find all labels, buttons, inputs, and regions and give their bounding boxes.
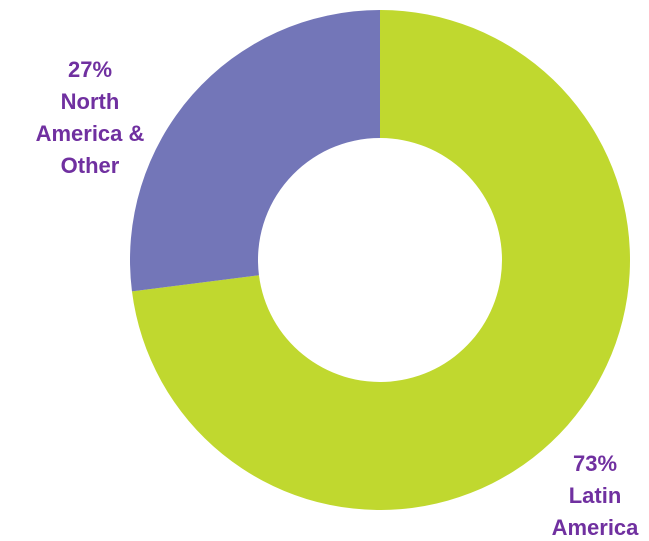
data-label: 27% North America & Other [35, 57, 145, 174]
donut-slice [131, 10, 631, 510]
category-label: North America & Other [35, 89, 145, 174]
data-label: 73% Latin America [551, 451, 639, 540]
value-label: 73% [572, 451, 618, 476]
donut-slice [130, 10, 380, 292]
category-label: Latin America [551, 483, 639, 540]
value-label: 27% [67, 57, 113, 82]
